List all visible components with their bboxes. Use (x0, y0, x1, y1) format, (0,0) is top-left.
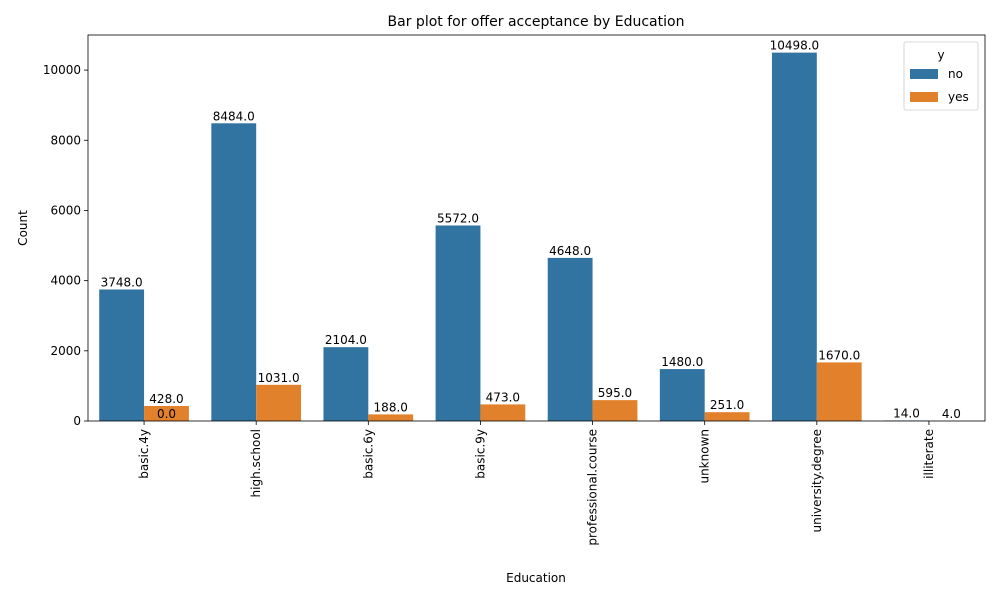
bar-no-basic.9y (435, 225, 481, 421)
bars-group (99, 52, 974, 422)
bar-label-no-illiterate: 14.0 (893, 407, 920, 421)
bar-label-no-basic.9y: 5572.0 (437, 211, 479, 225)
legend-label-yes: yes (948, 90, 969, 104)
legend-label-no: no (948, 67, 963, 81)
bar-label-no-unknown: 1480.0 (661, 355, 703, 369)
y-tick-label: 6000 (50, 203, 81, 217)
bar-no-unknown (659, 369, 705, 421)
bar-label-yes-unknown: 251.0 (710, 398, 744, 412)
legend-swatch-no (910, 69, 938, 79)
bar-yes-basic.6y (368, 414, 414, 421)
x-tick-label-university.degree: university.degree (810, 429, 824, 533)
bar-no-high.school (211, 123, 257, 421)
plot-frame (87, 34, 986, 422)
x-tick-label-basic.4y: basic.4y (137, 429, 151, 479)
x-tick-label-high.school: high.school (249, 429, 263, 497)
bar-label-no-basic.4y: 3748.0 (101, 275, 143, 289)
y-tick-label: 8000 (50, 133, 81, 147)
y-axis: 0 2000 4000 6000 8000 10000 (43, 63, 88, 428)
bar-yes-university.degree (816, 362, 862, 421)
x-tick-label-basic.9y: basic.9y (473, 429, 487, 479)
y-tick-label: 10000 (43, 63, 81, 77)
legend-swatch-yes (910, 92, 938, 102)
bar-label-no-university.degree: 10498.0 (770, 39, 820, 53)
bar-label-yes-university.degree: 1670.0 (818, 348, 860, 362)
x-tick-label-illiterate: illiterate (922, 429, 936, 479)
bar-yes-basic.9y (480, 404, 526, 421)
bar-label-no-high.school: 8484.0 (213, 109, 255, 123)
bar-no-basic.6y (323, 347, 369, 421)
bar-no-university.degree (771, 52, 817, 422)
bar-label-yes-basic.6y: 188.0 (374, 400, 408, 414)
x-tick-label-basic.6y: basic.6y (361, 429, 375, 479)
y-axis-label: Count (16, 210, 30, 246)
y-tick-label: 2000 (50, 344, 81, 358)
bar-yes-professional.course (592, 400, 638, 421)
legend-title: y (937, 48, 944, 62)
bar-yes-unknown (704, 412, 750, 421)
y-tick-label: 0 (73, 414, 81, 428)
x-tick-label-unknown: unknown (698, 429, 712, 484)
bar-label-yes-high.school: 1031.0 (258, 371, 300, 385)
legend: y no yes (903, 41, 979, 111)
bar-label-no-professional.course: 4648.0 (549, 244, 591, 258)
x-axis-label: Education (506, 571, 566, 585)
bar-label-yes-basic.9y: 473.0 (486, 390, 520, 404)
bar-no-basic.4y (99, 289, 145, 421)
bar-label-yes-illiterate: 4.0 (942, 407, 961, 421)
bar-label-no-basic.6y: 2104.0 (325, 333, 367, 347)
bar-label-yes-basic.4y: 428.0 (149, 392, 183, 406)
bar-label-yes-professional.course: 595.0 (598, 386, 632, 400)
y-tick-label: 4000 (50, 274, 81, 288)
bar-no-professional.course (547, 257, 593, 421)
x-tick-label-professional.course: professional.course (586, 429, 600, 546)
x-axis: basic.4y high.school basic.6y basic.9y profe… (137, 421, 936, 546)
bar-yes-high.school (256, 384, 302, 421)
bar-yes-basic.4y (144, 405, 189, 421)
bar-label-baseline: 0.0 (157, 407, 176, 421)
bar-labels-group: 3748.0 8484.0 2104.0 5572.0 4648.0 1480.0 1049… (101, 39, 961, 421)
chart-title: Bar plot for offer acceptance by Educati… (388, 14, 685, 30)
